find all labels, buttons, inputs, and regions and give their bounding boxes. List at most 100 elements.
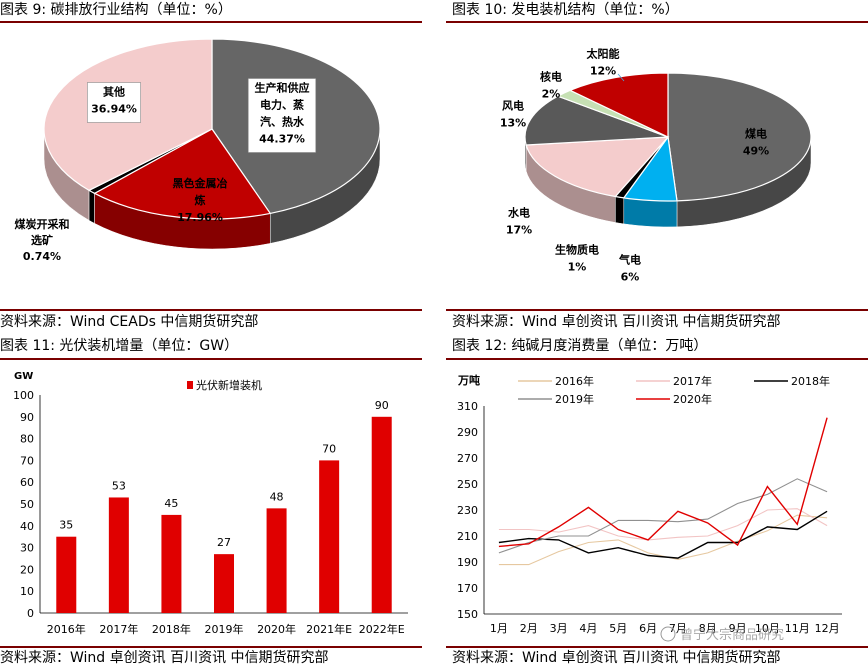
x-tick-label: 2月 xyxy=(520,622,538,635)
pie-category-label: 煤电 xyxy=(745,127,767,141)
x-tick-label: 6月 xyxy=(639,622,657,635)
x-tick-label: 2017年 xyxy=(99,622,138,636)
chart-9-header: 图表 9: 碳排放行业结构（单位：%） xyxy=(0,2,232,18)
chart-10-source: 资料来源：Wind 卓创资讯 百川资讯 中信期货研究部 xyxy=(452,314,781,330)
header-rule xyxy=(0,21,422,23)
series-line xyxy=(498,510,828,559)
y-tick-label: 10 xyxy=(20,585,34,598)
pie-value-label: 1% xyxy=(568,261,587,274)
pie-category-label: 风电 xyxy=(502,99,524,113)
y-tick-label: 270 xyxy=(457,452,478,465)
header-rule xyxy=(0,358,422,360)
x-tick-label: 4月 xyxy=(579,622,597,635)
y-tick-label: 50 xyxy=(20,498,34,511)
pie-label-box xyxy=(247,78,317,153)
pie-category-label: 炼 xyxy=(195,193,206,207)
pie-value-label: 6% xyxy=(621,271,640,284)
panel-power-installed: 图表 10: 发电装机结构（单位：%） 煤电 49% 气电 6% 生物质电 1% 水电 17%… xyxy=(446,0,868,335)
bar xyxy=(371,416,392,613)
x-tick-label: 11月 xyxy=(785,622,810,635)
bar-value-label: 45 xyxy=(164,497,178,510)
watermark-text: 曾宁大宗商品研究 xyxy=(680,627,784,643)
pie-category-label: 生物质电 xyxy=(555,243,599,257)
footer-rule xyxy=(0,646,422,648)
pie-value-label: 49% xyxy=(743,145,769,158)
panel-carbon-emission: 图表 9: 碳排放行业结构（单位：%） 生产和供应 电力、蒸 汽、热水 44.37% 黑… xyxy=(0,0,422,335)
x-tick-label: 2022年E xyxy=(359,622,405,636)
footer-rule xyxy=(446,309,868,311)
legend-label: 2020年 xyxy=(673,392,712,406)
bar xyxy=(161,514,182,613)
series-line xyxy=(498,508,828,541)
chart-11-bar: GW 0 10 20 30 40 50 60 70 80 90 100 35 2016年 53 2017年 45… xyxy=(13,371,408,636)
pie-category-label: 生产和供应 xyxy=(255,81,310,95)
bar xyxy=(56,536,77,613)
header-rule xyxy=(446,21,868,23)
pie-value-label: 12% xyxy=(590,65,616,78)
panel-pv-installed: 图表 11: 光伏装机增量（单位：GW） GW 0 10 20 30 40 50 60 70 80… xyxy=(0,335,422,671)
pie-category-label: 选矿 xyxy=(31,233,53,247)
bar-value-label: 27 xyxy=(217,536,231,549)
pie-slice xyxy=(568,72,669,138)
chart-11-source: 资料来源：Wind 卓创资讯 百川资讯 中信期货研究部 xyxy=(0,650,329,666)
y-tick-label: 100 xyxy=(13,389,34,402)
pie-value-label: 36.94% xyxy=(91,103,137,116)
bar-value-label: 70 xyxy=(322,442,336,455)
pie-slice xyxy=(93,128,272,220)
y-tick-label: 230 xyxy=(457,504,478,517)
bar xyxy=(266,508,287,613)
pie-category-label: 水电 xyxy=(508,206,530,220)
y-tick-label: 30 xyxy=(20,542,34,555)
pie-leader-line xyxy=(617,73,625,82)
pie-slice xyxy=(524,95,669,146)
watermark-icon xyxy=(660,626,676,642)
legend-swatch xyxy=(187,381,193,389)
bar xyxy=(319,460,340,613)
bar xyxy=(214,554,234,613)
pie-category-label: 气电 xyxy=(618,253,641,267)
pie-value-label: 13% xyxy=(500,117,526,130)
pie-value-label: 17% xyxy=(506,224,532,237)
y-tick-label: 190 xyxy=(457,556,478,569)
legend-label: 光伏新增装机 xyxy=(196,378,262,392)
x-tick-label: 5月 xyxy=(609,622,627,635)
y-axis-unit: GW xyxy=(14,371,33,382)
pie-value-label: 2% xyxy=(542,88,561,101)
chart-10-pie: 煤电 49% 气电 6% 生物质电 1% 水电 17% 风电 13% 核电 2% 太阳能 12% xyxy=(500,47,812,284)
chart-12-source: 资料来源：Wind 卓创资讯 百川资讯 中信期货研究部 xyxy=(452,650,781,666)
x-tick-label: 2018年 xyxy=(152,622,191,636)
bar-value-label: 53 xyxy=(112,479,126,492)
y-tick-label: 70 xyxy=(20,454,34,467)
pie-slice-side xyxy=(88,189,95,224)
y-tick-label: 80 xyxy=(20,433,34,446)
series-line xyxy=(498,478,828,554)
legend-label: 2019年 xyxy=(555,392,594,406)
x-tick-label: 8月 xyxy=(699,622,717,635)
chart-12-header: 图表 12: 纯碱月度消费量（单位：万吨） xyxy=(452,338,708,354)
x-tick-label: 2019年 xyxy=(205,622,244,636)
pie-category-label: 电力、蒸 xyxy=(260,98,304,112)
pie-category-label: 核电 xyxy=(540,70,562,84)
chart-10-header: 图表 10: 发电装机结构（单位：%） xyxy=(452,2,679,18)
pie-value-label: 17.96% xyxy=(177,211,223,224)
chart-11-header: 图表 11: 光伏装机增量（单位：GW） xyxy=(0,338,239,354)
x-tick-label: 2020年 xyxy=(257,622,296,636)
x-tick-label: 2021年E xyxy=(306,622,352,636)
y-tick-label: 250 xyxy=(457,478,478,491)
bar-value-label: 48 xyxy=(270,490,284,503)
pie-category-label: 黑色金属冶 xyxy=(173,176,228,190)
y-axis-unit: 万吨 xyxy=(457,373,480,387)
x-tick-label: 10月 xyxy=(755,622,780,635)
footer-rule xyxy=(0,309,422,311)
x-tick-label: 7月 xyxy=(669,622,687,635)
x-tick-label: 1月 xyxy=(490,622,508,635)
footer-rule xyxy=(446,646,868,648)
pie-category-label: 汽、热水 xyxy=(260,115,305,129)
pie-category-label: 其他 xyxy=(103,85,125,99)
series-line xyxy=(498,417,828,548)
bar-value-label: 35 xyxy=(59,519,73,532)
header-rule xyxy=(446,358,868,360)
pie-slice-side xyxy=(615,196,625,225)
pie-category-label: 煤炭开采和 xyxy=(15,217,70,231)
